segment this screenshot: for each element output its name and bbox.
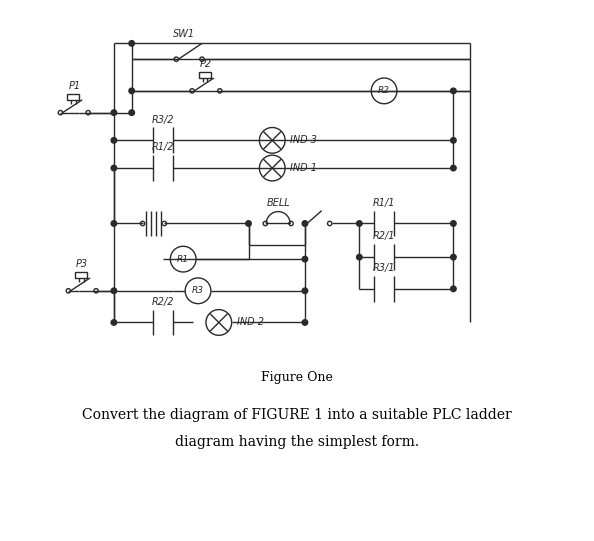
Text: Figure One: Figure One <box>261 371 333 385</box>
Circle shape <box>129 41 134 46</box>
Circle shape <box>111 320 116 325</box>
Text: R3/2: R3/2 <box>152 115 175 124</box>
Circle shape <box>356 221 362 226</box>
Text: R3: R3 <box>192 286 204 295</box>
Text: R2/1: R2/1 <box>373 232 396 241</box>
Circle shape <box>451 166 456 171</box>
Circle shape <box>302 221 308 226</box>
Text: BELL: BELL <box>266 197 290 208</box>
Text: R3/1: R3/1 <box>373 263 396 273</box>
Bar <box>67 94 79 100</box>
Circle shape <box>356 254 362 260</box>
Circle shape <box>451 88 456 94</box>
Text: R2: R2 <box>378 87 390 95</box>
Text: diagram having the simplest form.: diagram having the simplest form. <box>175 435 419 449</box>
Text: IND 2: IND 2 <box>236 318 264 327</box>
Circle shape <box>246 221 251 226</box>
Text: R1/2: R1/2 <box>152 142 175 152</box>
Text: SW1: SW1 <box>173 29 195 39</box>
Text: IND 1: IND 1 <box>290 163 317 173</box>
Circle shape <box>302 320 308 325</box>
Circle shape <box>111 110 116 115</box>
Circle shape <box>302 288 308 294</box>
Circle shape <box>129 110 134 115</box>
Text: P3: P3 <box>76 259 89 269</box>
Text: P1: P1 <box>68 81 80 91</box>
Text: R1: R1 <box>177 255 189 263</box>
Circle shape <box>451 254 456 260</box>
Text: R2/2: R2/2 <box>152 296 175 307</box>
Bar <box>75 272 87 278</box>
Text: Convert the diagram of FIGURE 1 into a suitable PLC ladder: Convert the diagram of FIGURE 1 into a s… <box>82 407 512 421</box>
Circle shape <box>451 221 456 226</box>
Circle shape <box>111 137 116 143</box>
Circle shape <box>129 88 134 94</box>
Circle shape <box>451 286 456 292</box>
Bar <box>199 72 211 78</box>
Text: R1/1: R1/1 <box>373 197 396 208</box>
Circle shape <box>111 221 116 226</box>
Circle shape <box>451 137 456 143</box>
Circle shape <box>302 256 308 262</box>
Circle shape <box>111 166 116 171</box>
Text: P2: P2 <box>200 59 212 69</box>
Circle shape <box>111 288 116 294</box>
Text: IND 3: IND 3 <box>290 135 317 146</box>
